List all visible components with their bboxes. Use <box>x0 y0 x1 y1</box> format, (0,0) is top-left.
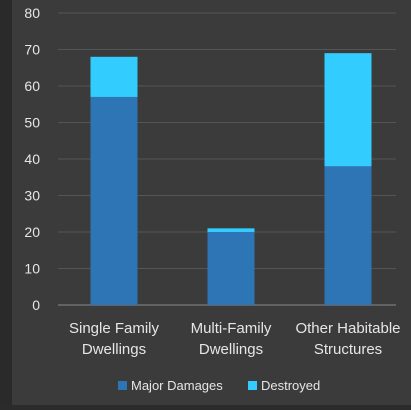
x-category-label: Other Habitable <box>295 320 400 337</box>
legend-swatch <box>248 381 257 390</box>
y-tick-label: 60 <box>24 78 40 94</box>
x-category-label: Multi-Family <box>191 320 272 337</box>
y-tick-label: 30 <box>24 188 40 204</box>
x-category-label: Dwellings <box>82 341 146 358</box>
x-category-label: Single Family <box>69 320 160 337</box>
bar-major-damages <box>207 232 255 305</box>
y-tick-label: 70 <box>24 42 40 58</box>
bar-destroyed <box>90 56 138 97</box>
legend-label: Major Damages <box>131 378 223 393</box>
bar-major-damages <box>324 166 372 305</box>
y-tick-label: 0 <box>32 297 40 313</box>
legend-label: Destroyed <box>261 378 320 393</box>
bar-destroyed <box>324 53 372 167</box>
y-tick-label: 50 <box>24 115 40 131</box>
y-tick-label: 80 <box>24 5 40 21</box>
y-tick-label: 40 <box>24 151 40 167</box>
bar-major-damages <box>90 96 138 305</box>
left-edge-strip <box>0 0 12 405</box>
y-tick-label: 10 <box>24 261 40 277</box>
x-category-label: Structures <box>314 341 382 358</box>
bar-destroyed <box>207 228 255 232</box>
y-tick-label: 20 <box>24 224 40 240</box>
legend-swatch <box>118 381 127 390</box>
x-category-label: Dwellings <box>199 341 263 358</box>
